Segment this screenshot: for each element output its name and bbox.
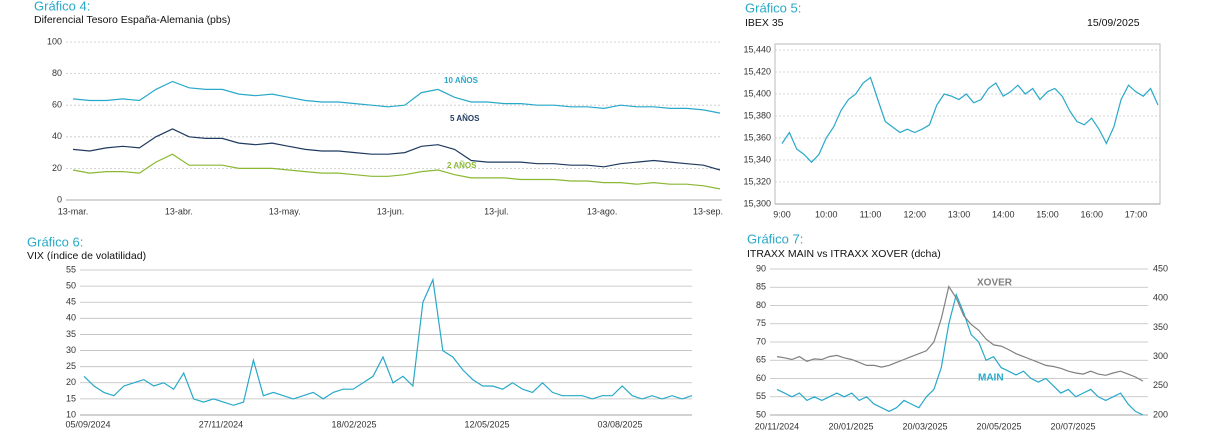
- y-tick-label: 20: [52, 163, 62, 173]
- y-tick-label: 55: [756, 391, 766, 401]
- y-tick-label: 45: [66, 297, 76, 307]
- y-tick-label: 40: [66, 313, 76, 323]
- y-tick-label: 15,360: [743, 132, 771, 142]
- x-tick-label: 13-sep.: [693, 206, 723, 216]
- y-tick-label: 50: [756, 409, 766, 419]
- y-tick-label: 85: [756, 282, 766, 292]
- y-tick-label: 65: [756, 355, 766, 365]
- x-tick-label: 11:00: [860, 209, 882, 219]
- y-tick-label: 20: [66, 377, 76, 387]
- chart-subtitle: Diferencial Tesoro España-Alemania (pbs): [34, 14, 231, 26]
- x-tick-label: 05/09/2024: [65, 419, 110, 429]
- x-tick-label: 13-abr.: [165, 206, 193, 216]
- x-tick-label: 13-mar.: [58, 206, 89, 216]
- y-tick-label: 15,300: [743, 198, 771, 208]
- y-tick-label: 30: [66, 345, 76, 355]
- y-tick-label: 70: [756, 336, 766, 346]
- x-tick-label: 13-jun.: [377, 206, 405, 216]
- y-tick-label: 15,420: [743, 66, 771, 76]
- series-label: 5 AÑOS: [450, 114, 480, 123]
- series-line: [776, 292, 1144, 416]
- series-label: MAIN: [978, 373, 1004, 384]
- y2-tick-label: 350: [1153, 322, 1168, 332]
- y-tick-label: 40: [52, 131, 62, 141]
- y-tick-label: 0: [57, 194, 62, 204]
- x-tick-label: 20/11/2024: [755, 421, 799, 431]
- y-tick-label: 15,320: [743, 176, 771, 186]
- y2-tick-label: 400: [1153, 293, 1168, 303]
- x-tick-label: 27/11/2024: [199, 419, 243, 429]
- y-tick-label: 15,400: [743, 88, 771, 98]
- series-line: [83, 277, 693, 406]
- chart-date: 15/09/2025: [1087, 17, 1140, 29]
- x-tick-label: 20/05/2025: [976, 421, 1021, 431]
- x-tick-label: 03/08/2025: [597, 419, 642, 429]
- y-tick-label: 100: [47, 36, 62, 46]
- chart-title: Gráfico 4:: [34, 0, 90, 13]
- series-label: 10 AÑOS: [444, 76, 479, 85]
- series-line: [72, 153, 721, 190]
- chart-subtitle: ITRAXX MAIN vs ITRAXX XOVER (dcha): [747, 248, 941, 260]
- y-tick-label: 35: [66, 329, 76, 339]
- y-tick-label: 50: [66, 280, 76, 290]
- x-tick-label: 12:00: [903, 209, 926, 219]
- y2-tick-label: 200: [1153, 409, 1168, 419]
- plot-frame: [774, 43, 1161, 205]
- y-tick-label: 10: [66, 409, 76, 419]
- y-tick-label: 60: [756, 373, 766, 383]
- x-tick-label: 15:00: [1036, 209, 1059, 219]
- series-label: XOVER: [977, 278, 1013, 289]
- y2-tick-label: 250: [1153, 380, 1168, 390]
- y-tick-label: 15: [66, 393, 76, 403]
- series-line: [776, 284, 1144, 382]
- y2-tick-label: 300: [1153, 351, 1168, 361]
- chart-title: Gráfico 5:: [745, 0, 801, 15]
- y-tick-label: 25: [66, 361, 76, 371]
- series-label: 2 AÑOS: [447, 161, 477, 170]
- chart-title: Gráfico 6:: [27, 234, 83, 249]
- chart-subtitle: IBEX 35: [745, 17, 784, 29]
- x-tick-label: 17:00: [1125, 209, 1148, 219]
- chart-title: Gráfico 7:: [747, 231, 803, 246]
- x-tick-label: 14:00: [992, 209, 1015, 219]
- x-tick-label: 13:00: [948, 209, 971, 219]
- y-tick-label: 90: [756, 263, 766, 273]
- x-tick-label: 20/07/2025: [1050, 421, 1095, 431]
- x-tick-label: 13-may.: [269, 206, 301, 216]
- y2-tick-label: 450: [1153, 263, 1168, 273]
- y-tick-label: 80: [52, 68, 62, 78]
- x-tick-label: 18/02/2025: [331, 419, 376, 429]
- series-line: [72, 80, 721, 114]
- x-tick-label: 13-ago.: [587, 206, 618, 216]
- y-tick-label: 15,440: [743, 44, 771, 54]
- x-tick-label: 20/01/2025: [828, 421, 873, 431]
- y-tick-label: 15,380: [743, 110, 771, 120]
- x-tick-label: 16:00: [1080, 209, 1103, 219]
- x-tick-label: 13-jul.: [484, 206, 509, 216]
- chart-subtitle: VIX (índice de volatilidad): [27, 250, 146, 262]
- series-line: [72, 128, 721, 171]
- y-tick-label: 80: [756, 300, 766, 310]
- y-tick-label: 75: [756, 318, 766, 328]
- y-tick-label: 15,340: [743, 154, 771, 164]
- x-tick-label: 9:00: [773, 209, 791, 219]
- x-tick-label: 10:00: [815, 209, 838, 219]
- x-tick-label: 12/05/2025: [464, 419, 509, 429]
- x-tick-label: 20/03/2025: [902, 421, 947, 431]
- y-tick-label: 60: [52, 100, 62, 110]
- series-line: [781, 76, 1159, 164]
- y-tick-label: 55: [66, 264, 76, 274]
